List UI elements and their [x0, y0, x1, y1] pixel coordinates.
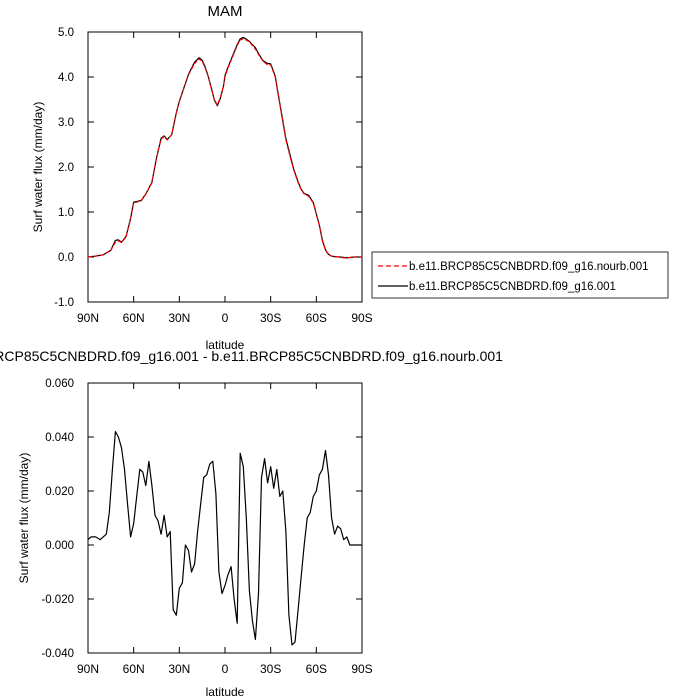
bottom-x-axis-label: latitude	[206, 685, 245, 699]
x-tick-label: 0	[222, 311, 229, 325]
x-tick-label: 0	[222, 662, 229, 676]
x-tick-label: 60S	[306, 662, 327, 676]
y-tick-label: 0.020	[45, 486, 74, 498]
x-tick-label: 90N	[77, 311, 99, 325]
top-plot-frame	[87, 31, 363, 303]
x-tick-label: 30N	[168, 311, 190, 325]
x-tick-label: 30S	[260, 662, 281, 676]
legend-label-control: b.e11.BRCP85C5CNBDRD.f09_g16.001	[409, 281, 616, 293]
top-x-ticks: 90N 60N 30N 0 30S 60S 90S	[77, 32, 373, 325]
x-tick-label: 60N	[123, 311, 145, 325]
legend-box	[371, 251, 669, 299]
series-line-0	[87, 431, 362, 646]
top-chart-title: MAM	[208, 3, 243, 20]
y-tick-label: -0.020	[41, 594, 74, 606]
y-tick-label: 2.0	[58, 162, 74, 174]
y-tick-label: 1.0	[58, 207, 74, 219]
legend: b.e11.BRCP85C5CNBDRD.f09_g16.nourb.001 b…	[371, 251, 669, 299]
y-tick-label: 4.0	[58, 72, 74, 84]
bottom-series	[87, 431, 362, 646]
top-y-axis-label: Surf water flux (mm/day)	[31, 102, 45, 233]
top-y-ticks: 5.0 4.0 3.0 2.0 1.0 0.0 -1.0	[54, 27, 362, 309]
x-tick-label: 30S	[260, 311, 281, 325]
x-tick-label: 60N	[123, 662, 145, 676]
x-tick-label: 90N	[77, 662, 99, 676]
bottom-y-axis-label: Surf water flux (mm/day)	[17, 453, 31, 584]
x-tick-label: 90S	[351, 662, 372, 676]
y-tick-label: 0.0	[58, 252, 74, 264]
y-tick-label: 0.040	[45, 432, 74, 444]
x-tick-label: 90S	[351, 311, 372, 325]
bottom-chart-title: b.e11.BRCP85C5CNBDRD.f09_g16.001 - b.e11…	[0, 348, 503, 364]
top-chart: MAM 90N 60N 30N 0 30S 60S 90S 5.0 4.0 3.0 2.0 1.0 0…	[31, 3, 373, 352]
y-tick-label: 5.0	[58, 27, 74, 39]
x-tick-label: 30N	[168, 662, 190, 676]
y-tick-label: 0.000	[45, 540, 74, 552]
legend-label-nourb: b.e11.BRCP85C5CNBDRD.f09_g16.nourb.001	[409, 261, 649, 273]
bottom-x-ticks: 90N 60N 30N 0 30S 60S 90S	[77, 383, 373, 676]
x-tick-label: 60S	[306, 311, 327, 325]
y-tick-label: 3.0	[58, 117, 74, 129]
bottom-y-ticks: 0.060 0.040 0.020 0.000 -0.020 -0.040	[41, 378, 362, 660]
y-tick-label: -0.040	[41, 648, 74, 660]
y-tick-label: -1.0	[54, 297, 74, 309]
top-x-axis-label: latitude	[206, 338, 245, 352]
bottom-chart: b.e11.BRCP85C5CNBDRD.f09_g16.001 - b.e11…	[0, 348, 503, 699]
top-series	[87, 36, 362, 259]
y-tick-label: 0.060	[45, 378, 74, 390]
